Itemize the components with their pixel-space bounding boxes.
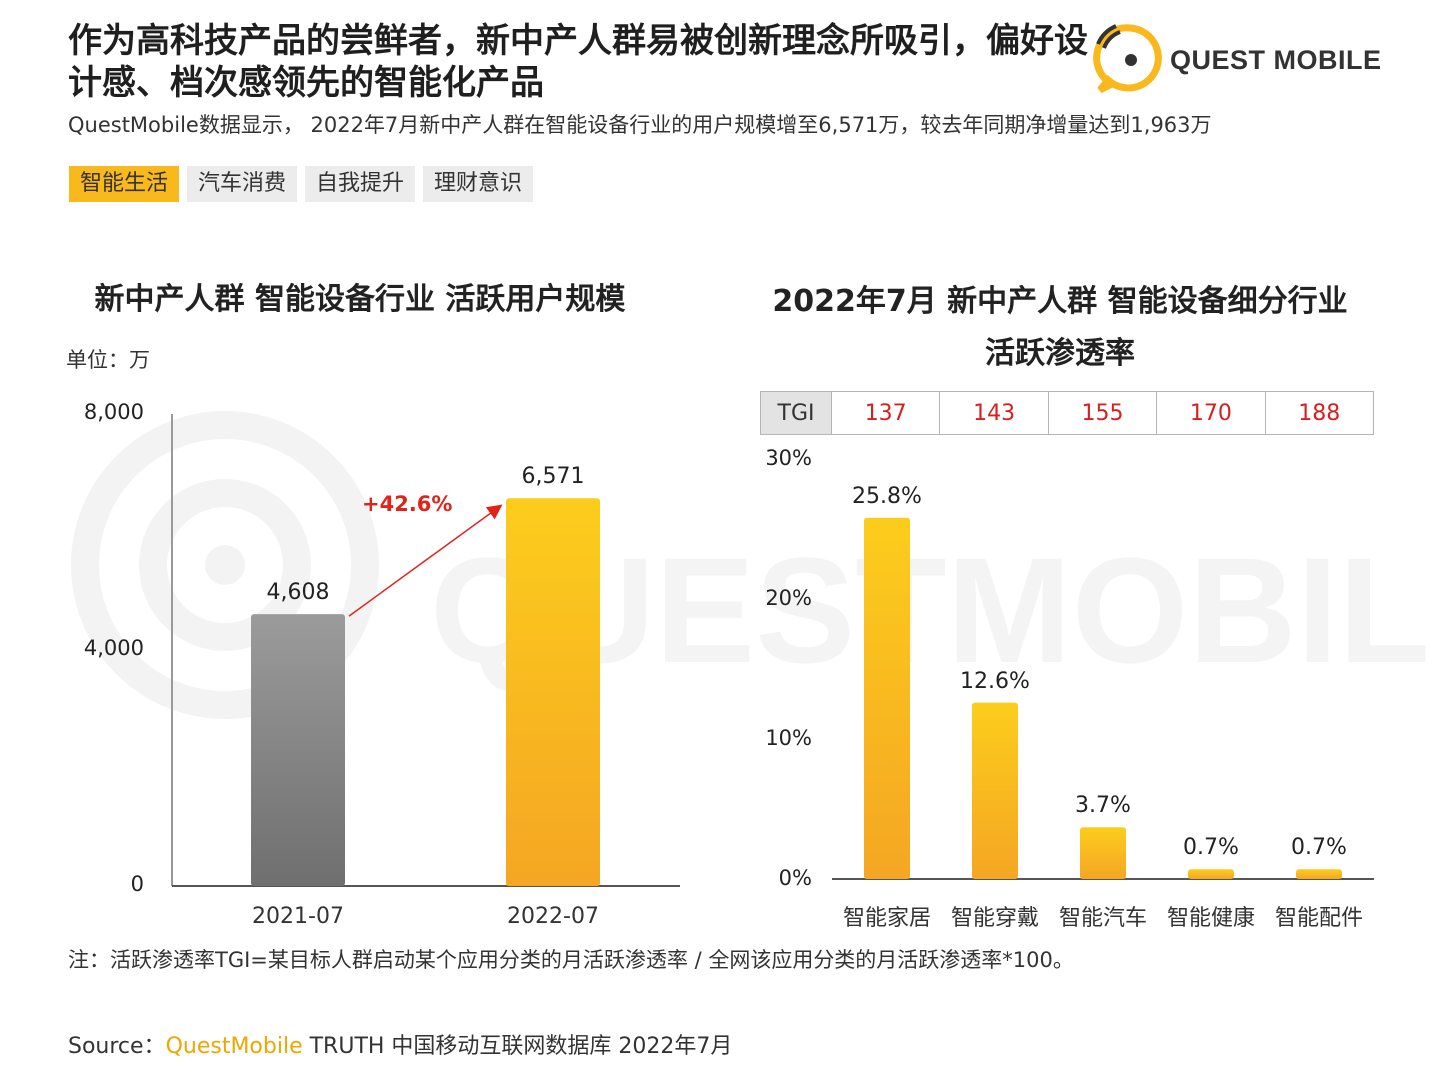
tgi-value: 137 (830, 391, 941, 435)
growth-arrow (348, 504, 503, 617)
right-value-label: 0.7% (1183, 835, 1239, 861)
growth-annotation: +42.6% (362, 492, 453, 516)
logo-text: QUEST MOBILE (1170, 45, 1382, 75)
right-xtick-smart-car: 智能汽车 (1058, 906, 1147, 931)
right-xtick-smart-health: 智能健康 (1166, 906, 1255, 931)
right-value-label: 12.6% (960, 668, 1030, 694)
right-ytick-30: 30% (765, 446, 812, 470)
source-brand: QuestMobile (165, 1034, 303, 1059)
tab-smart-life[interactable]: 智能生活 (69, 166, 180, 202)
left-xtick-2021: 2021-07 (252, 904, 344, 929)
right-bar-智能健康 (1188, 869, 1234, 879)
quest-mobile-logo: QUEST MOBILE (1090, 18, 1382, 98)
left-bar-2022-07 (506, 498, 600, 886)
page-title: 作为高科技产品的尝鲜者，新中产人群易被创新理念所吸引，偏好设计感、档次感领先的智… (68, 21, 1088, 103)
tgi-table: TGI 137 143 155 170 188 (760, 391, 1375, 435)
left-ytick-0: 0 (130, 872, 144, 896)
left-value-label-2022: 6,571 (521, 464, 585, 490)
right-bar-智能家居 (864, 517, 910, 879)
left-ytick-4000: 4,000 (83, 636, 144, 660)
tgi-value: 188 (1264, 391, 1375, 435)
right-ytick-20: 20% (765, 586, 812, 610)
right-chart-title-line1: 2022年7月 新中产人群 智能设备细分行业 (772, 284, 1348, 319)
page-subtitle: QuestMobile数据显示， 2022年7月新中产人群在智能设备行业的用户规… (68, 113, 1212, 137)
right-chart-title-line2: 活跃渗透率 (985, 336, 1135, 371)
tab-car-consumption[interactable]: 汽车消费 (187, 166, 298, 202)
left-ytick-8000: 8,000 (83, 400, 144, 424)
footnote: 注：活跃渗透率TGI=某目标人群启动某个应用分类的月活跃渗透率 / 全网该应用分… (68, 948, 1074, 972)
source-rest: TRUTH 中国移动互联网数据库 2022年7月 (302, 1034, 733, 1059)
right-xtick-smart-wearable: 智能穿戴 (950, 906, 1039, 931)
right-bar-智能配件 (1296, 869, 1342, 879)
logo-icon (1093, 24, 1162, 94)
tab-self-improvement[interactable]: 自我提升 (305, 166, 416, 202)
right-ytick-0: 0% (778, 866, 812, 890)
tgi-value: 170 (1156, 391, 1266, 435)
right-ytick-10: 10% (765, 726, 812, 750)
source-prefix: Source： (68, 1034, 166, 1059)
right-xtick-smart-home: 智能家居 (842, 906, 931, 931)
tab-finance-awareness[interactable]: 理财意识 (423, 166, 534, 202)
right-bar-智能穿戴 (972, 702, 1018, 879)
tgi-header: TGI (760, 391, 832, 435)
left-value-label-2021: 4,608 (266, 580, 330, 606)
right-value-label: 0.7% (1291, 835, 1347, 861)
tgi-value: 155 (1047, 391, 1158, 435)
right-xtick-smart-accessory: 智能配件 (1274, 906, 1363, 931)
tgi-value: 143 (939, 391, 1049, 435)
right-bar-智能汽车 (1080, 827, 1126, 879)
right-value-label: 25.8% (852, 483, 922, 509)
right-value-label: 3.7% (1075, 793, 1131, 819)
left-chart-title: 新中产人群 智能设备行业 活跃用户规模 (94, 282, 626, 317)
left-bar-2021-07 (251, 614, 345, 886)
left-chart-unit: 单位：万 (66, 348, 150, 372)
category-tabs: 智能生活 汽车消费 自我提升 理财意识 (69, 166, 534, 202)
source-line: Source：QuestMobile TRUTH 中国移动互联网数据库 2022… (68, 1028, 732, 1060)
left-xtick-2022: 2022-07 (507, 904, 599, 929)
